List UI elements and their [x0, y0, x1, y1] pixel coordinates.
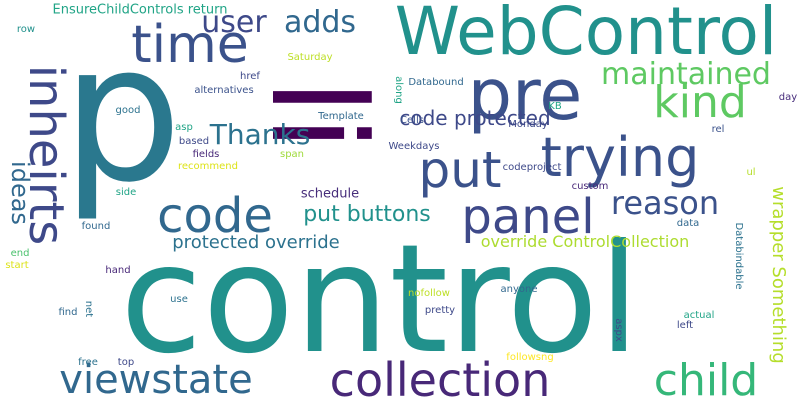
word: reason: [610, 184, 720, 222]
word: alternatives: [194, 85, 254, 96]
word: Thanks: [209, 118, 311, 151]
word: protected override: [172, 232, 340, 253]
word: href: [240, 71, 260, 82]
word: Databound: [408, 77, 464, 88]
word: EnsureChildControls return: [52, 2, 228, 18]
word: Monday: [508, 119, 548, 130]
word: left: [676, 320, 694, 331]
word: user: [201, 5, 267, 40]
word: end: [10, 248, 30, 259]
word: Saturday: [287, 52, 333, 63]
word: side: [115, 187, 137, 198]
word: top: [117, 357, 135, 368]
word: anyone: [500, 284, 538, 295]
word: child: [653, 355, 759, 400]
word: row: [16, 24, 36, 35]
word: aspx: [613, 318, 624, 342]
word: schedule: [300, 186, 360, 202]
word: KB: [548, 101, 562, 112]
word: adds: [283, 5, 357, 40]
word: ideas: [6, 161, 34, 225]
word: collection: [329, 353, 551, 400]
word: control: [120, 213, 640, 387]
word: asp: [175, 122, 193, 133]
word: span: [279, 149, 305, 160]
word: panel: [461, 189, 595, 245]
word: codeproject: [502, 162, 562, 173]
word: hand: [105, 265, 131, 276]
word: free: [78, 357, 98, 368]
word: custom: [571, 181, 609, 192]
word: found: [81, 221, 111, 232]
word: trying: [540, 126, 700, 189]
word: kind: [653, 77, 747, 128]
word: day: [778, 92, 798, 103]
word: code: [157, 188, 273, 244]
word: based: [178, 136, 210, 147]
word: fields: [192, 149, 220, 160]
word: actual: [683, 310, 715, 321]
word: start: [5, 260, 29, 271]
word: time: [131, 15, 249, 75]
word: WebControl: [394, 0, 778, 70]
word: ul: [746, 167, 756, 178]
word: viewstate: [59, 357, 253, 400]
word: override ControlCollection: [480, 232, 690, 251]
word: find: [58, 307, 78, 318]
word: data: [676, 218, 700, 229]
word: net: [83, 300, 94, 318]
word: put buttons: [303, 202, 431, 227]
word: put: [418, 141, 502, 199]
word: good: [115, 105, 141, 116]
word: rel: [711, 124, 725, 135]
word: along: [393, 76, 404, 104]
word: Weekdays: [388, 141, 440, 152]
word: wrapper Something: [768, 186, 789, 364]
word: pretty: [424, 305, 456, 316]
word: pre: [467, 54, 583, 136]
word: recommend: [178, 161, 238, 172]
word: maintained: [601, 57, 771, 92]
word: code protected: [399, 106, 551, 130]
word: p: [61, 3, 183, 224]
word: Template: [318, 111, 364, 122]
word: nofollow: [408, 288, 450, 299]
word: use: [170, 294, 188, 305]
word: Cells: [400, 115, 424, 126]
word: Databindable: [733, 222, 744, 290]
word: followsng: [506, 352, 554, 363]
